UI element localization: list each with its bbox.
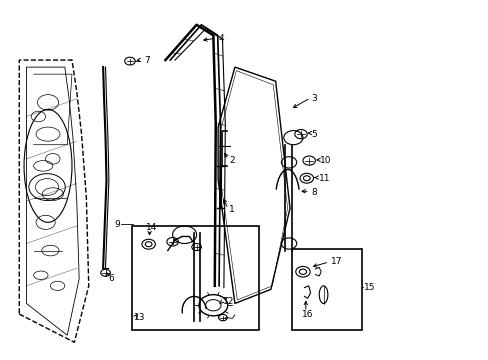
Text: 10: 10 xyxy=(320,156,331,165)
Text: 12: 12 xyxy=(223,297,234,306)
Text: 3: 3 xyxy=(311,94,317,103)
Text: 4: 4 xyxy=(218,34,224,43)
Text: 1: 1 xyxy=(229,206,234,215)
Bar xyxy=(292,249,361,330)
Text: 14: 14 xyxy=(146,223,157,232)
Text: 7: 7 xyxy=(143,55,149,64)
Text: 13: 13 xyxy=(134,313,145,322)
Text: 8: 8 xyxy=(311,188,317,197)
Text: 17: 17 xyxy=(330,257,342,266)
Text: 15: 15 xyxy=(364,283,375,292)
Text: 5: 5 xyxy=(311,130,317,139)
Bar xyxy=(132,226,258,330)
Text: 11: 11 xyxy=(319,174,330,183)
Text: 9: 9 xyxy=(114,220,120,229)
Text: 6: 6 xyxy=(108,274,113,283)
Text: 2: 2 xyxy=(229,156,234,165)
Text: 16: 16 xyxy=(302,310,313,319)
